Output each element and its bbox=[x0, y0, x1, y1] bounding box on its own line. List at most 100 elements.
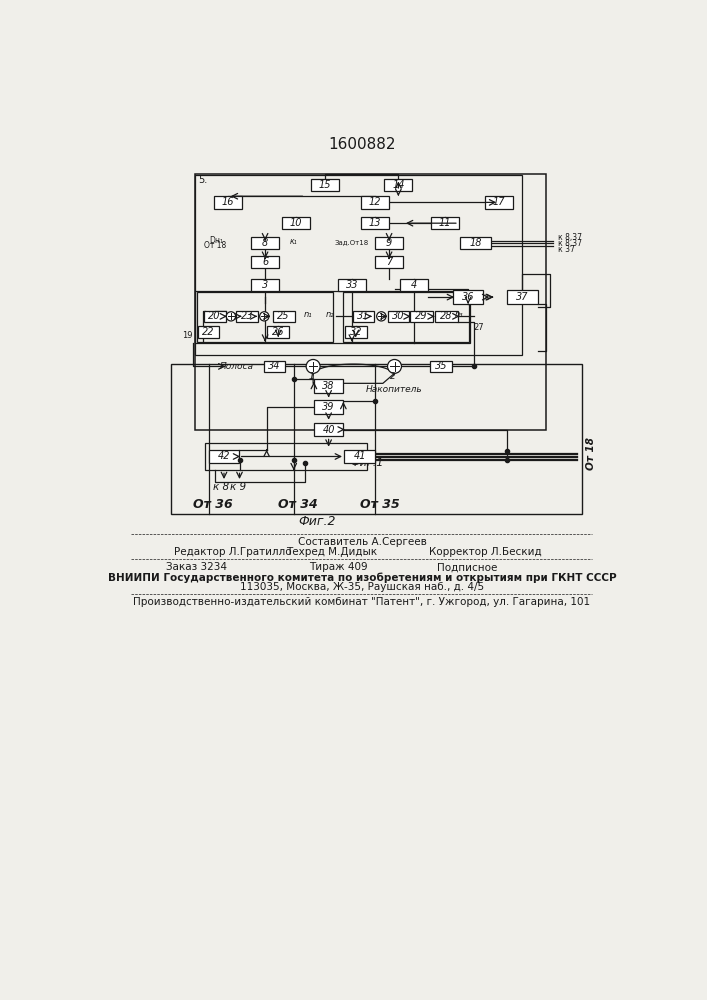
Text: 25: 25 bbox=[277, 311, 290, 321]
Text: Корректор Л.Бескид: Корректор Л.Бескид bbox=[429, 547, 542, 557]
Bar bbox=[343, 292, 469, 342]
Text: 39: 39 bbox=[322, 402, 335, 412]
Text: Накопитель: Накопитель bbox=[366, 385, 423, 394]
Circle shape bbox=[226, 312, 235, 321]
Bar bbox=[195, 174, 546, 430]
Text: 19: 19 bbox=[182, 331, 192, 340]
Bar bbox=[214, 196, 242, 209]
Text: Производственно-издательский комбинат "Патент", г. Ужгород, ул. Гагарина, 101: Производственно-издательский комбинат "П… bbox=[134, 597, 590, 607]
Text: 9: 9 bbox=[386, 238, 392, 248]
Bar bbox=[353, 311, 374, 322]
Bar bbox=[236, 311, 258, 322]
Bar bbox=[204, 311, 226, 322]
Text: 30: 30 bbox=[392, 311, 404, 321]
Text: 32: 32 bbox=[349, 327, 362, 337]
Bar bbox=[195, 175, 522, 355]
Text: 20: 20 bbox=[209, 311, 221, 321]
Bar bbox=[361, 196, 389, 209]
Circle shape bbox=[387, 359, 402, 373]
Bar bbox=[345, 326, 367, 338]
Text: От 36: От 36 bbox=[193, 498, 233, 512]
Text: 6: 6 bbox=[262, 257, 268, 267]
Text: Подписное: Подписное bbox=[437, 562, 498, 572]
Text: n₁: n₁ bbox=[304, 310, 312, 319]
Bar bbox=[264, 361, 285, 372]
Text: 1: 1 bbox=[309, 372, 315, 381]
Bar bbox=[311, 179, 339, 191]
Text: 27: 27 bbox=[474, 323, 484, 332]
Text: 11: 11 bbox=[438, 218, 451, 228]
Bar bbox=[199, 326, 218, 338]
Bar bbox=[251, 237, 279, 249]
Text: 4: 4 bbox=[411, 280, 417, 290]
Bar bbox=[431, 217, 459, 229]
Text: к 8: к 8 bbox=[213, 482, 229, 492]
Text: 42: 42 bbox=[218, 451, 230, 461]
Circle shape bbox=[259, 312, 269, 321]
Text: 28: 28 bbox=[440, 311, 452, 321]
Bar bbox=[197, 292, 332, 342]
Bar bbox=[314, 423, 344, 436]
Text: 8: 8 bbox=[262, 238, 268, 248]
Text: n₂: n₂ bbox=[326, 310, 334, 319]
Text: 14: 14 bbox=[392, 180, 404, 190]
Text: 113035, Москва, Ж-35, Раушская наб., д. 4/5: 113035, Москва, Ж-35, Раушская наб., д. … bbox=[240, 582, 484, 592]
Text: 41: 41 bbox=[354, 451, 366, 461]
Bar bbox=[410, 311, 433, 322]
Text: Заказ 3234: Заказ 3234 bbox=[166, 562, 227, 572]
Bar bbox=[507, 290, 538, 304]
Bar bbox=[460, 237, 491, 249]
Text: к 8,37: к 8,37 bbox=[558, 233, 582, 242]
Bar bbox=[282, 217, 310, 229]
Bar bbox=[385, 179, 412, 191]
Bar bbox=[400, 279, 428, 291]
Text: 1600882: 1600882 bbox=[328, 137, 396, 152]
Text: ВНИИПИ Государственного комитета по изобретениям и открытиям при ГКНТ СССР: ВНИИПИ Государственного комитета по изоб… bbox=[107, 572, 617, 583]
Text: к 9: к 9 bbox=[230, 482, 246, 492]
Text: От 18: От 18 bbox=[204, 241, 226, 250]
Text: От 35: От 35 bbox=[360, 498, 399, 512]
Text: 38: 38 bbox=[322, 381, 335, 391]
Text: Dн₁: Dн₁ bbox=[209, 236, 223, 245]
Text: От 34: От 34 bbox=[279, 498, 318, 512]
Bar bbox=[251, 279, 279, 291]
Text: к 37: к 37 bbox=[558, 245, 575, 254]
Bar bbox=[435, 311, 458, 322]
Text: 12: 12 bbox=[369, 197, 381, 207]
Text: Редактор Л.Гратилло: Редактор Л.Гратилло bbox=[174, 547, 291, 557]
Text: 5.: 5. bbox=[199, 175, 208, 185]
Text: 26: 26 bbox=[272, 327, 284, 337]
Bar bbox=[338, 279, 366, 291]
Text: 23: 23 bbox=[241, 311, 254, 321]
Text: 7: 7 bbox=[386, 257, 392, 267]
Text: 3: 3 bbox=[262, 280, 268, 290]
Text: к₁: к₁ bbox=[290, 237, 298, 246]
Circle shape bbox=[377, 312, 386, 321]
Text: 13: 13 bbox=[369, 218, 381, 228]
Bar bbox=[375, 237, 403, 249]
Bar bbox=[171, 364, 582, 514]
Bar bbox=[314, 379, 344, 393]
Text: Полоса: Полоса bbox=[220, 362, 255, 371]
Text: 10: 10 bbox=[290, 218, 303, 228]
Bar bbox=[485, 196, 513, 209]
Bar bbox=[387, 311, 409, 322]
Text: 31: 31 bbox=[357, 311, 370, 321]
Text: 17: 17 bbox=[493, 197, 506, 207]
Text: 2: 2 bbox=[390, 372, 396, 381]
Text: Фиг.2: Фиг.2 bbox=[298, 515, 336, 528]
Text: От 18: От 18 bbox=[585, 437, 595, 470]
Text: Тираж 409: Тираж 409 bbox=[309, 562, 368, 572]
Bar bbox=[453, 290, 483, 304]
Bar bbox=[267, 326, 289, 338]
Circle shape bbox=[306, 359, 320, 373]
Text: 36: 36 bbox=[462, 292, 474, 302]
Text: Зад.От18: Зад.От18 bbox=[334, 239, 369, 245]
Bar bbox=[361, 217, 389, 229]
Text: Составитель А.Сергеев: Составитель А.Сергеев bbox=[298, 537, 426, 547]
Text: 18: 18 bbox=[469, 238, 482, 248]
Text: 40: 40 bbox=[322, 425, 335, 435]
Text: 35: 35 bbox=[435, 361, 448, 371]
Text: 22: 22 bbox=[202, 327, 215, 337]
Bar bbox=[314, 400, 344, 414]
